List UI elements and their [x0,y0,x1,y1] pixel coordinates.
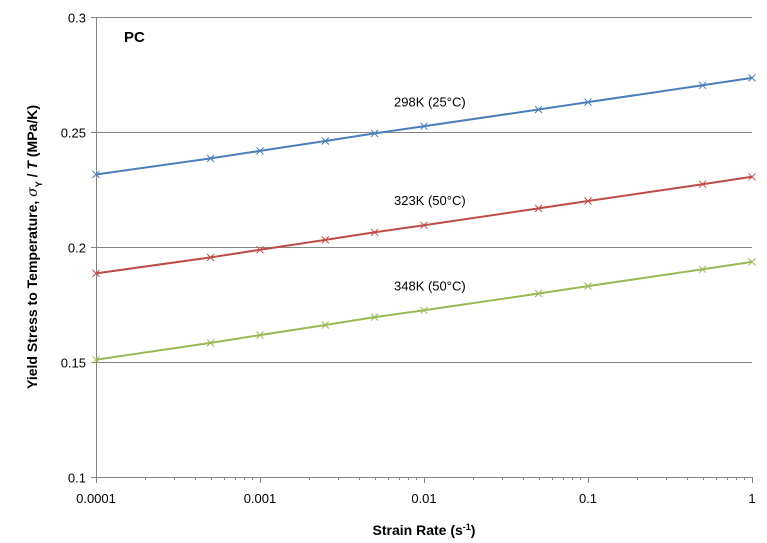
y-tick-label: 0.25 [61,126,86,141]
data-point [698,81,707,90]
data-point [321,236,330,244]
data-point [584,98,592,106]
x-axis-title: Strain Rate (s-1) [373,522,476,538]
data-point [698,180,707,189]
x-tick-label: 0.001 [244,491,277,506]
y-tick-label: 0.15 [61,356,86,371]
data-point [534,204,543,213]
data-point [748,74,756,82]
series-labels: 298K (25°C) 323K (50°C) 348K (50°C) [394,94,466,293]
data-point [92,170,100,179]
data-point [206,253,215,262]
data-point [92,355,100,364]
data-point [256,245,264,254]
data-point [420,221,428,230]
data-point [256,331,264,339]
x-tick-labels: 0.0001 0.001 0.01 0.1 1 [76,491,756,506]
x-tick-label: 1 [748,491,755,506]
series-label-3: 348K (50°C) [394,278,466,293]
x-tick-label: 0.01 [411,491,436,506]
y-tick-labels: 0.1 0.15 0.2 0.25 0.3 [61,11,86,486]
series-line-1 [95,76,753,176]
x-tick-label: 0.0001 [76,491,116,506]
grid-lines [96,17,752,363]
data-point [370,313,379,321]
data-point [534,289,543,298]
data-point [420,306,428,315]
data-point [206,339,215,347]
data-point [92,269,100,278]
y-tick-label: 0.2 [68,241,86,256]
y-axis-title: Yield Stress to Temperature, σY / T (MPa… [24,105,44,389]
x-tick-label: 0.1 [579,491,597,506]
data-point [748,258,756,266]
panel-label: PC [124,29,145,46]
data-point [370,228,379,237]
data-point [420,122,428,131]
axes [91,17,753,483]
data-point [584,197,592,205]
series-group [92,74,756,364]
data-point [206,154,215,163]
series-label-2: 323K (50°C) [394,193,466,208]
y-tick-label: 0.3 [68,11,86,26]
y-tick-label: 0.1 [68,471,86,486]
data-point [698,265,707,274]
series-label-1: 298K (25°C) [394,94,466,109]
data-point [370,129,379,138]
data-point [256,147,264,155]
data-point [584,282,592,290]
series-line-3 [95,260,753,361]
data-point [534,105,543,114]
data-point [321,137,330,145]
series-line-2 [95,175,753,275]
data-point [748,172,756,181]
data-point [321,321,330,329]
